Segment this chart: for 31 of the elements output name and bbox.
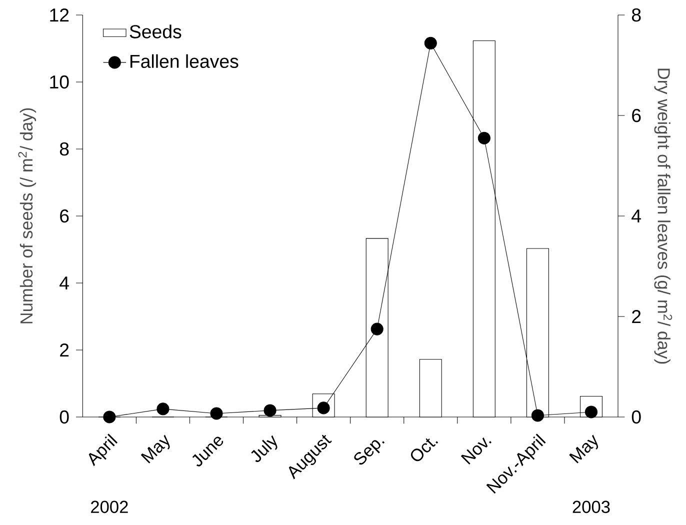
point xyxy=(424,36,437,50)
x-tick-label: May xyxy=(569,434,598,464)
y-tick-label: 10 xyxy=(50,75,69,89)
y-tick-label: 2 xyxy=(60,343,69,357)
x-tick-label: May xyxy=(140,434,170,464)
point xyxy=(103,410,116,424)
y-tick-label: 8 xyxy=(60,142,69,156)
point xyxy=(370,322,384,336)
x-tick-label: Oct. xyxy=(410,438,438,462)
legend-label: Seeds xyxy=(130,24,182,38)
text: 2003 xyxy=(572,500,610,514)
point xyxy=(531,409,544,422)
x-tick-label: July xyxy=(251,435,278,462)
y-tick-label: 12 xyxy=(50,8,69,22)
y2-tick-label: 6 xyxy=(632,108,641,122)
point xyxy=(264,404,276,417)
text: 2002 xyxy=(91,500,128,514)
y2-tick-label: 8 xyxy=(632,8,641,22)
y-tick-label: 4 xyxy=(60,276,69,290)
y2-axis-title: Dry weight of fallen leaves (g/ m$^{2}$/ day) xyxy=(654,68,672,364)
point xyxy=(156,402,170,416)
y-tick-label: 0 xyxy=(60,410,69,424)
y2-tick-label: 4 xyxy=(632,210,641,222)
point xyxy=(478,132,490,144)
y-axis-title: Number of seeds (/ m$^{2}$/ day) xyxy=(18,108,36,324)
legend-label: Fallen leaves xyxy=(130,54,238,68)
point xyxy=(210,407,223,420)
y2-tick-label: 0 xyxy=(632,410,641,424)
y-tick-label: 6 xyxy=(60,209,69,223)
x-tick-label: Sep. xyxy=(354,440,385,465)
y2-tick-label: 2 xyxy=(632,310,641,324)
